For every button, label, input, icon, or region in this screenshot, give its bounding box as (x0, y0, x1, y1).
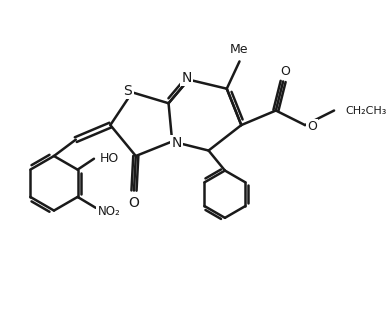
Text: N: N (171, 136, 182, 150)
Text: CH₂CH₃: CH₂CH₃ (345, 105, 386, 115)
Text: Me: Me (230, 43, 249, 56)
Text: O: O (280, 65, 290, 78)
Text: NO₂: NO₂ (98, 205, 120, 218)
Text: O: O (307, 120, 317, 134)
Text: O: O (129, 196, 139, 210)
Text: S: S (124, 84, 132, 98)
Text: N: N (181, 71, 192, 85)
Text: HO: HO (100, 152, 119, 165)
